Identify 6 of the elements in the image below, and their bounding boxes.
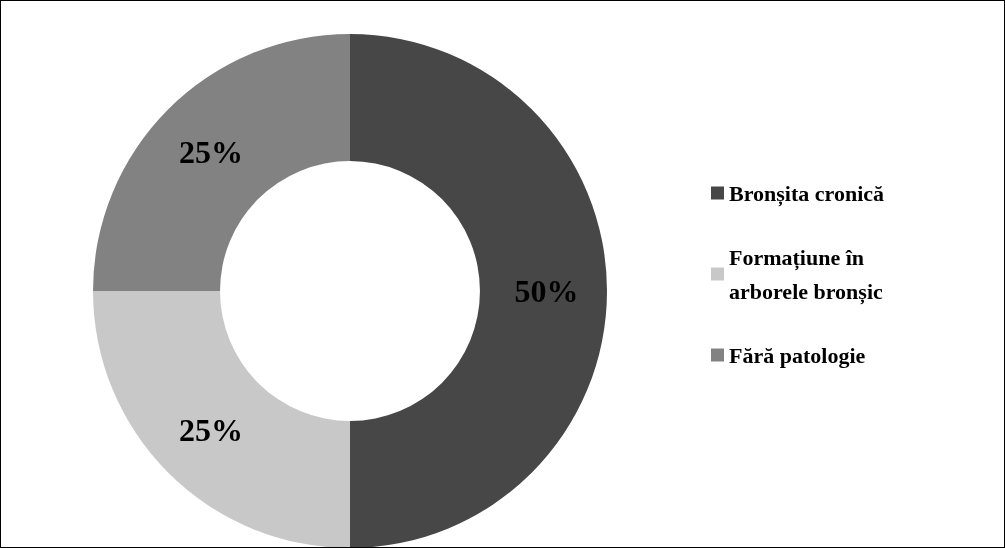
legend-label: Formațiune în arborele bronșic — [729, 244, 884, 305]
data-label: 50% — [514, 273, 579, 309]
data-label: 25% — [179, 134, 244, 171]
legend-label: Bronșita cronică — [729, 180, 885, 207]
legend-label: Fără patologie — [729, 342, 866, 368]
data-label: 25% — [179, 411, 244, 448]
